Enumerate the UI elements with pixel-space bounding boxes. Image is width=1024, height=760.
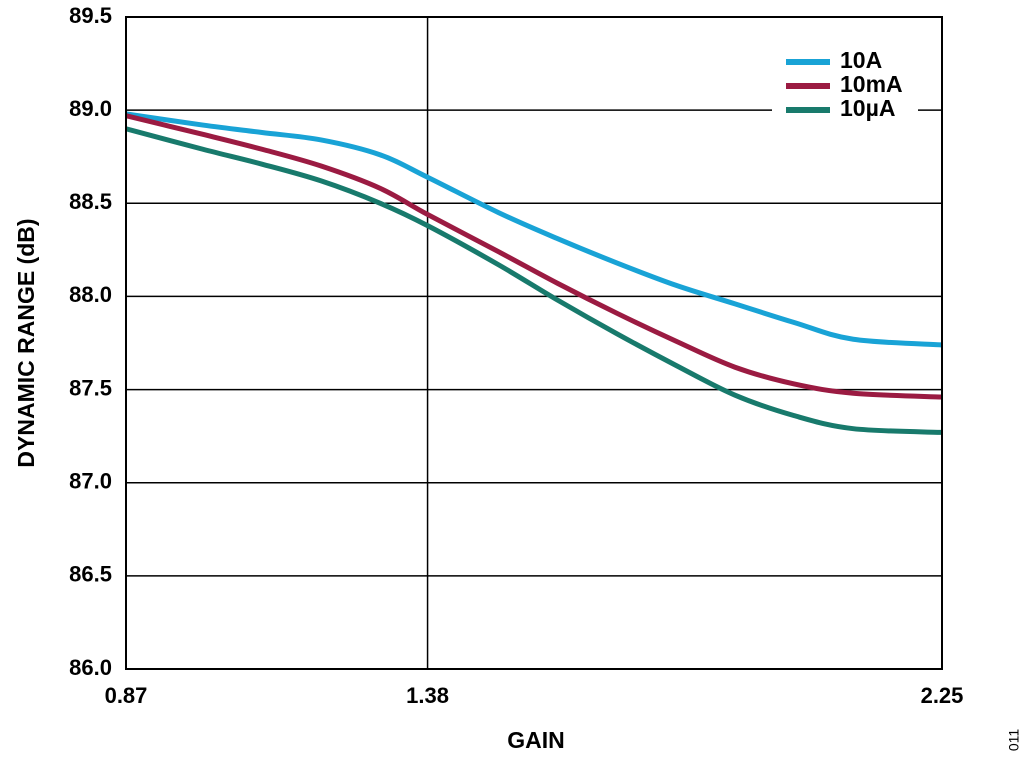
y-tick-label: 86.0 [69,655,112,680]
y-tick-label: 88.0 [69,282,112,307]
series-line [125,126,943,435]
series-line [125,111,943,348]
y-tick-label: 88.5 [69,189,112,214]
series-line [125,113,943,400]
y-tick-labels: 89.5 89.0 88.5 88.0 87.5 87.0 86.5 86.0 [69,3,112,680]
y-tick-label: 89.0 [69,96,112,121]
x-tick-label: 1.38 [406,683,449,708]
series-layer [125,111,943,435]
legend-label: 10mA [840,71,903,97]
y-axis-title: DYNAMIC RANGE (dB) [13,218,39,467]
figure-id: 011 [1006,729,1022,752]
x-axis-title: GAIN [507,727,565,753]
y-tick-label: 87.0 [69,469,112,494]
legend-label: 10A [840,47,882,73]
x-tick-labels: 0.87 1.38 2.25 [105,683,964,708]
y-tick-label: 87.5 [69,375,112,400]
y-tick-label: 89.5 [69,3,112,28]
x-tick-label: 0.87 [105,683,148,708]
y-tick-label: 86.5 [69,562,112,587]
x-tick-label: 2.25 [921,683,964,708]
legend-label: 10µA [840,95,895,121]
plot-frame [125,16,943,670]
